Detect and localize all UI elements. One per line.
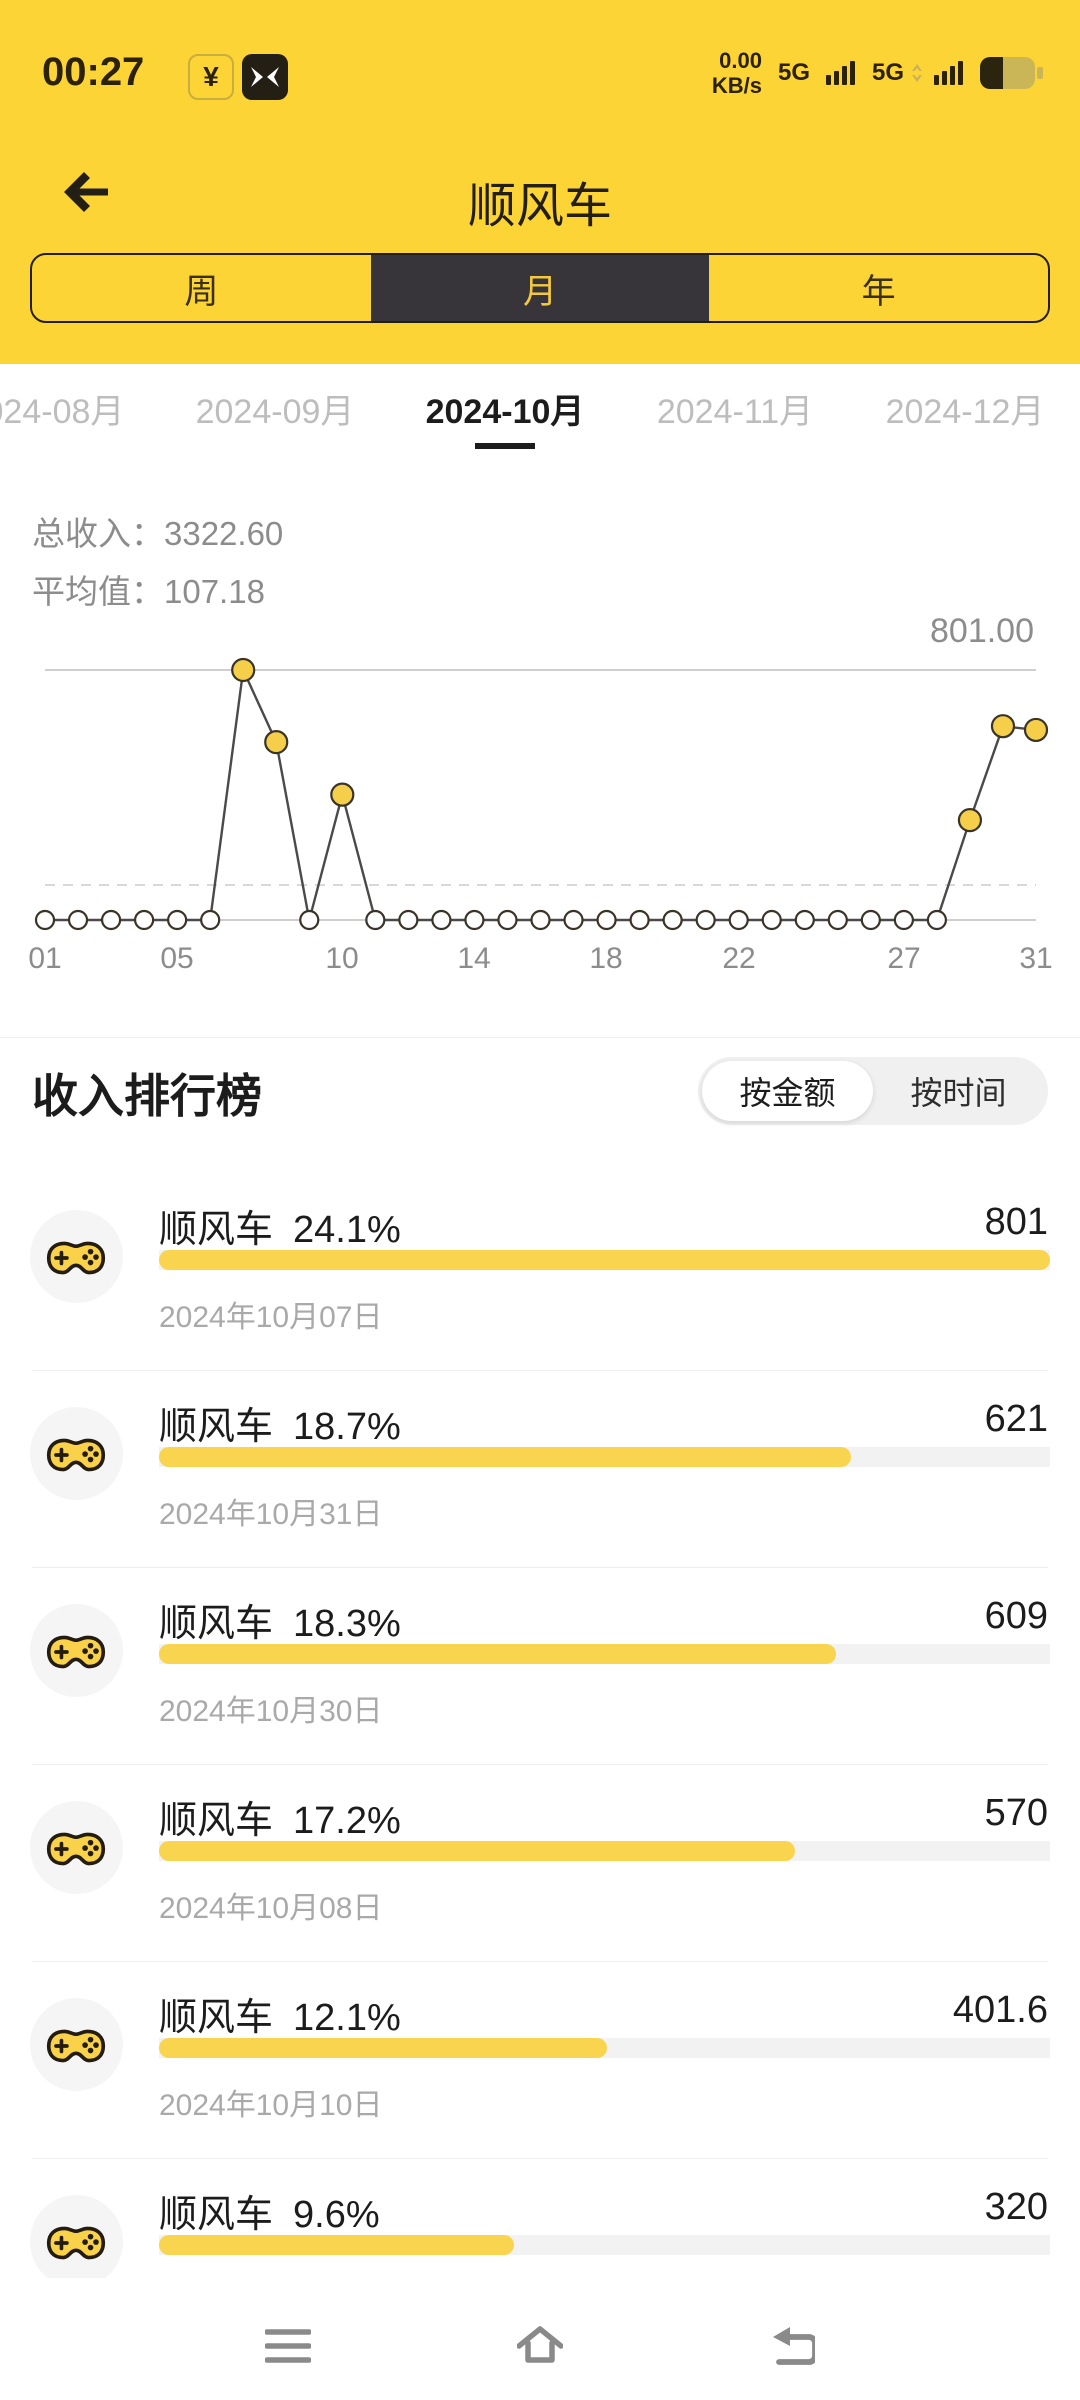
svg-text:01: 01: [28, 942, 61, 975]
svg-text:18: 18: [589, 942, 622, 975]
svg-text:14: 14: [457, 942, 490, 975]
svg-text:22: 22: [722, 942, 755, 975]
svg-text:05: 05: [160, 942, 193, 975]
svg-text:31: 31: [1019, 942, 1052, 975]
svg-text:27: 27: [887, 942, 920, 975]
svg-text:10: 10: [325, 942, 358, 975]
